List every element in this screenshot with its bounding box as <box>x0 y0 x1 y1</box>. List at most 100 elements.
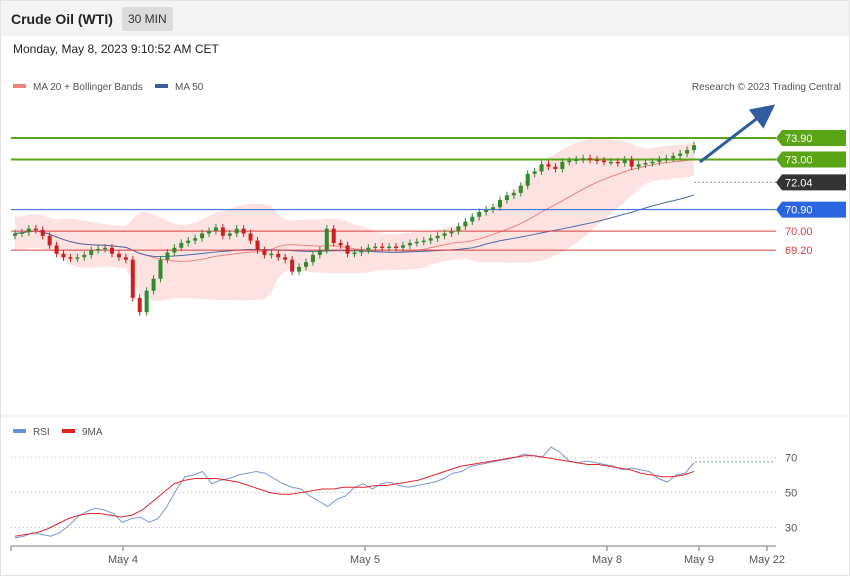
level-label: 70.90 <box>785 205 813 217</box>
candle-body <box>304 262 308 267</box>
level-lines: 73.90 73.00 72.04 70.90 70.00 69.20 <box>11 130 846 257</box>
candle-body <box>310 254 315 263</box>
candle-body <box>186 240 191 243</box>
candle-body <box>588 158 593 160</box>
candle-body <box>650 161 655 164</box>
candle-body <box>553 166 558 170</box>
rsi-tick-label: 50 <box>785 488 797 500</box>
candle-body <box>671 155 676 159</box>
rsi-ma-line <box>14 455 695 537</box>
candle-body <box>442 233 447 236</box>
candle-body <box>47 235 52 246</box>
candle-body <box>13 233 17 236</box>
x-tick-label: May 22 <box>749 554 785 566</box>
rsi-ma-legend-label: 9MA <box>82 427 103 438</box>
candle-body <box>456 226 461 232</box>
candle-body <box>435 235 440 239</box>
candle-body <box>324 228 329 251</box>
instrument-title: Crude Oil (WTI) <box>11 11 113 27</box>
candle-body <box>685 149 690 154</box>
candle-body <box>366 247 371 251</box>
level-label: 72.04 <box>785 177 813 189</box>
x-tick-label: May 5 <box>350 554 380 566</box>
candle-body <box>491 207 496 210</box>
candle-body <box>581 158 586 160</box>
candle-body <box>165 252 170 260</box>
candle-body <box>421 240 426 243</box>
candle-body <box>574 159 579 161</box>
candle-body <box>220 227 225 236</box>
candle-body <box>213 227 218 232</box>
candle-body <box>297 266 302 272</box>
candle-body <box>532 171 537 174</box>
candle-body <box>33 228 38 231</box>
candle-body <box>463 221 468 227</box>
candle-body <box>331 228 336 243</box>
candle-body <box>546 164 551 167</box>
candle-body <box>643 163 648 165</box>
candle-body <box>82 254 87 258</box>
x-tick-label: May 9 <box>684 554 714 566</box>
candle-body <box>636 164 641 167</box>
forecast-arrow <box>699 104 776 164</box>
candle-body <box>262 250 267 255</box>
candle-body <box>290 259 295 272</box>
candle-body <box>504 195 509 201</box>
candle-body <box>89 250 94 255</box>
candle-body <box>193 238 198 241</box>
level-tag-current <box>776 174 846 191</box>
rsi-tick-label: 70 <box>785 453 797 465</box>
rsi-line <box>14 446 695 539</box>
candle-body <box>595 159 599 161</box>
x-tick-label: May 8 <box>592 554 622 566</box>
candle-body <box>137 297 142 313</box>
candle-body <box>477 211 482 217</box>
candle-body <box>567 160 572 163</box>
candle-body <box>19 232 24 234</box>
candle-body <box>144 290 149 313</box>
candle-body <box>664 158 669 160</box>
candle-body <box>283 257 288 260</box>
candle-body <box>470 216 475 222</box>
header-bar: Crude Oil (WTI) 30 MIN <box>1 1 849 36</box>
rsi-legend-swatch <box>13 429 26 433</box>
candle-body <box>394 246 399 249</box>
candle-body <box>539 164 544 172</box>
candle-body <box>151 278 156 291</box>
candle-body <box>615 161 620 164</box>
candle-body <box>26 228 31 233</box>
bollinger-band <box>15 138 694 301</box>
ma50-legend-swatch <box>155 84 168 88</box>
candle-body <box>387 246 392 249</box>
candle-body <box>692 145 696 150</box>
candle-body <box>276 253 281 258</box>
candle-body <box>61 253 66 258</box>
candle-body <box>373 246 378 249</box>
level-label: 73.00 <box>785 154 813 166</box>
candle-body <box>269 253 274 256</box>
candle-body <box>123 257 128 260</box>
candle-body <box>103 247 108 250</box>
candle-body <box>40 229 45 236</box>
candle-body <box>657 159 662 162</box>
level-tag-resistance <box>776 151 846 168</box>
candle-body <box>678 153 683 156</box>
level-tag-resistance <box>776 130 846 147</box>
candle-body <box>608 161 613 164</box>
candle-body <box>172 247 177 253</box>
level-label: 70.00 <box>785 226 813 238</box>
ma20-legend-label: MA 20 + Bollinger Bands <box>33 82 143 93</box>
candle-body <box>359 250 364 253</box>
timeframe-badge[interactable]: 30 MIN <box>122 7 173 31</box>
candle-body <box>96 248 101 251</box>
candle-body <box>75 257 80 259</box>
candle-body <box>601 160 606 163</box>
candle-body <box>511 192 516 196</box>
candle-body <box>401 245 405 248</box>
ma50-legend-label: MA 50 <box>175 82 204 93</box>
candle-body <box>622 159 627 164</box>
candle-body <box>255 240 260 251</box>
candle-body <box>498 200 502 208</box>
candle-body <box>380 246 385 249</box>
